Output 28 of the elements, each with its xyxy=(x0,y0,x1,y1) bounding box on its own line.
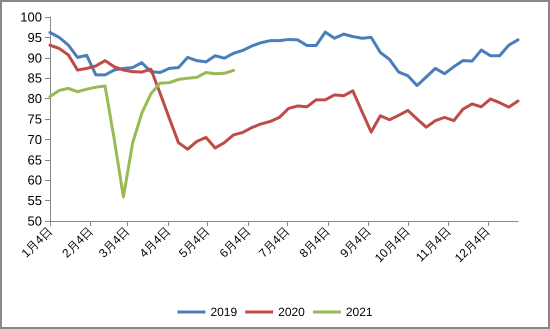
legend-label: 2020 xyxy=(278,305,306,319)
legend-label: 2019 xyxy=(210,305,238,319)
y-tick-label: 80 xyxy=(28,91,42,106)
y-tick-label: 65 xyxy=(28,152,42,168)
x-tick-label: 10月4日 xyxy=(372,224,413,266)
x-tick-label: 9月4日 xyxy=(337,224,374,260)
x-tick-label: 6月4日 xyxy=(216,224,253,260)
x-tick-label: 8月4日 xyxy=(296,224,333,260)
line-series xyxy=(48,68,236,198)
x-tick-label: 7月4日 xyxy=(256,224,292,260)
y-tick-label: 85 xyxy=(28,70,42,86)
y-tick-label: 75 xyxy=(28,112,42,126)
y-tick-label: 70 xyxy=(28,132,42,147)
y-tick-label: 60 xyxy=(28,172,42,188)
legend-label: 2021 xyxy=(346,305,373,319)
y-tick-label: 95 xyxy=(28,30,42,45)
y-tick-label: 100 xyxy=(20,10,42,24)
y-tick-label: 90 xyxy=(28,50,42,66)
x-tick-label: 4月4日 xyxy=(136,224,173,260)
x-tick-label: 2月4日 xyxy=(59,224,96,260)
x-tick-label: 12月4日 xyxy=(452,224,493,266)
y-tick-label: 50 xyxy=(28,214,42,228)
line-series xyxy=(48,44,520,151)
line-series xyxy=(48,30,520,88)
x-tick-label: 3月4日 xyxy=(96,224,132,260)
y-tick-label: 55 xyxy=(28,193,42,208)
x-tick-label: 5月4日 xyxy=(176,224,212,260)
x-tick-label: 11月4日 xyxy=(413,224,454,264)
